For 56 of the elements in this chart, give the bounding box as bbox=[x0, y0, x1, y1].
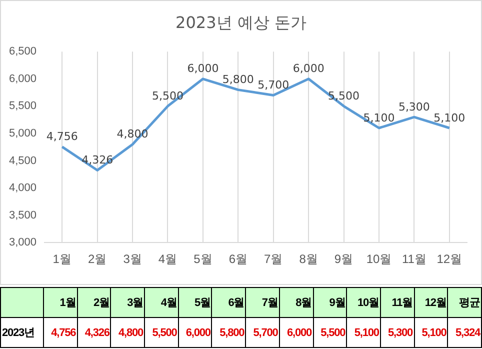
category-label: 11월 bbox=[392, 297, 413, 309]
data-label: 5,100 bbox=[414, 318, 448, 348]
text: 평균 bbox=[448, 288, 482, 318]
data-label: 4,756 bbox=[44, 318, 78, 348]
data-label: 4,800 bbox=[110, 318, 145, 348]
x-tick-label: 1월 bbox=[52, 252, 72, 266]
text: 4,756 bbox=[46, 130, 78, 144]
data-label: 4,326 bbox=[77, 318, 111, 348]
y-tick-label: 6,500 bbox=[8, 46, 37, 58]
x-tick-label: 9월 bbox=[334, 252, 354, 266]
y-tick-label: 3,000 bbox=[8, 236, 37, 249]
text: 5,324 bbox=[448, 318, 482, 348]
category-label: 10월 bbox=[357, 297, 379, 309]
chart-title: 2023년 예상 돈가 bbox=[174, 13, 308, 34]
category-label: 6월 bbox=[228, 297, 244, 309]
text: 5,100 bbox=[434, 111, 466, 124]
x-tick-label: 8월 bbox=[299, 252, 318, 266]
y-tick-label: 5,500 bbox=[8, 100, 37, 112]
x-tick-label: 6월 bbox=[228, 252, 248, 266]
x-tick-label: 11월 bbox=[402, 252, 426, 266]
data-label: 5,700 bbox=[246, 318, 280, 348]
data-label: 6,000 bbox=[178, 318, 212, 348]
x-tick-label: 2월 bbox=[88, 252, 107, 266]
text: 5,700 bbox=[258, 78, 290, 92]
category-label: 5월 bbox=[194, 297, 210, 309]
category-label: 3월 bbox=[127, 297, 144, 309]
data-label: 5,500 bbox=[144, 318, 178, 348]
y-tick-label: 5,000 bbox=[8, 127, 37, 140]
category-label: 7월 bbox=[262, 297, 278, 309]
text: 5,100 bbox=[363, 111, 395, 124]
data-label: 5,300 bbox=[380, 318, 414, 348]
text: 2023년 bbox=[0, 318, 44, 348]
category-label: 12월 bbox=[424, 297, 446, 309]
category-label: 4월 bbox=[160, 297, 177, 309]
text: 5,300 bbox=[398, 100, 430, 114]
data-label: 5,100 bbox=[346, 318, 380, 348]
text: 6,000 bbox=[187, 62, 219, 76]
y-tick-label: 6,000 bbox=[8, 72, 37, 85]
category-label: 9월 bbox=[329, 297, 346, 309]
x-tick-label: 3월 bbox=[123, 252, 142, 266]
y-tick-label: 4,000 bbox=[8, 182, 37, 194]
data-label: 5,500 bbox=[313, 318, 347, 348]
x-tick-label: 4월 bbox=[158, 252, 178, 266]
category-label: 1월 bbox=[60, 297, 76, 309]
y-tick-label: 4,500 bbox=[8, 154, 37, 167]
y-tick-label: 3,500 bbox=[8, 209, 37, 222]
x-tick-label: 5월 bbox=[194, 252, 212, 266]
x-tick-label: 10월 bbox=[366, 252, 392, 266]
category-label: 2월 bbox=[93, 297, 110, 309]
data-label: 6,000 bbox=[279, 318, 313, 348]
category-label: 8월 bbox=[296, 297, 312, 309]
data-label: 5,800 bbox=[212, 318, 246, 348]
text: 5,800 bbox=[222, 73, 254, 86]
x-tick-label: 7월 bbox=[264, 252, 283, 266]
x-tick-label: 12월 bbox=[436, 252, 462, 266]
text: 6,000 bbox=[292, 62, 324, 76]
